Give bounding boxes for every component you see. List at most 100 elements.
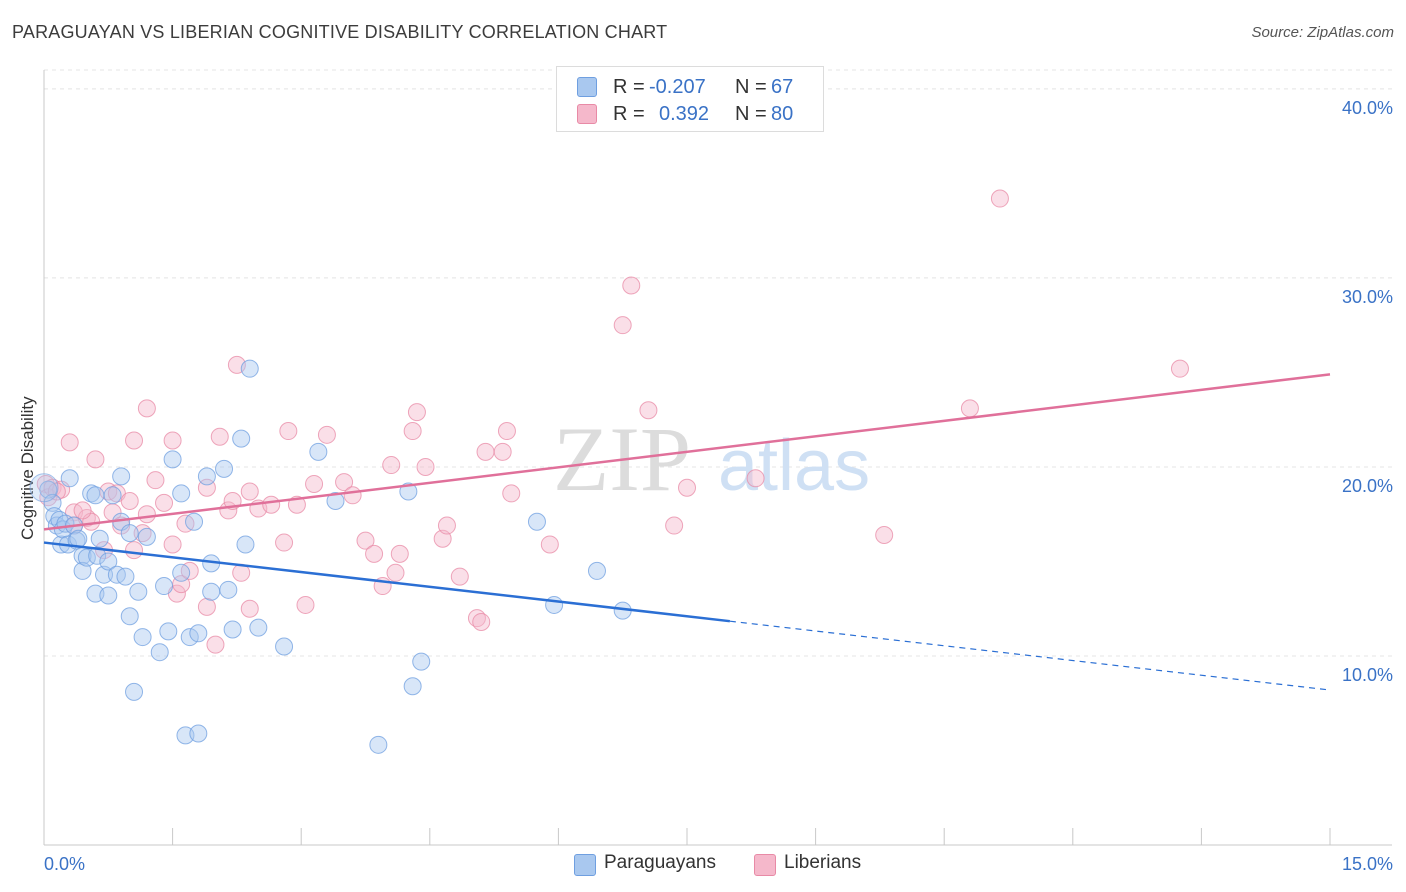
paraguayan-point <box>150 643 169 662</box>
paraguayan-point <box>163 450 182 469</box>
legend-swatch-pink <box>577 104 597 124</box>
y-tick-label: 30.0% <box>1342 287 1393 307</box>
paraguayan-point <box>99 586 118 605</box>
paraguayan-point <box>116 567 135 586</box>
liberian-point <box>386 563 405 582</box>
liberian-point <box>990 189 1009 208</box>
liberian-point <box>472 612 491 631</box>
liberian-point <box>502 484 521 503</box>
liberian-point <box>343 486 362 505</box>
chart-title: PARAGUAYAN VS LIBERIAN COGNITIVE DISABIL… <box>12 22 668 42</box>
liberian-point <box>407 403 426 422</box>
legend-r-value: 0.392 <box>659 103 710 125</box>
paraguayan-point <box>129 582 148 601</box>
paraguayan-point <box>43 493 62 512</box>
liberian-point <box>296 595 315 614</box>
paraguayan-point <box>172 484 191 503</box>
legend-swatch-pink <box>754 854 776 876</box>
paraguayan-point <box>86 486 105 505</box>
liberian-point <box>155 493 174 512</box>
liberian-point <box>365 544 384 563</box>
liberian-point <box>497 422 516 441</box>
paraguayan-point <box>236 535 255 554</box>
liberian-point <box>163 431 182 450</box>
liberian-point <box>746 469 765 488</box>
legend-r-label: R = <box>613 103 645 125</box>
legend-swatch-blue <box>574 854 596 876</box>
paraguayan-point <box>202 582 221 601</box>
y-tick-label: 20.0% <box>1342 476 1393 496</box>
paraguayan-point <box>326 491 345 510</box>
paraguayan-point <box>125 682 144 701</box>
liberian-point <box>540 535 559 554</box>
legend-swatch-blue <box>577 77 597 97</box>
y-tick-label: 40.0% <box>1342 98 1393 118</box>
paraguayan-point <box>29 473 59 503</box>
liberian-point <box>875 526 894 544</box>
liberian-point <box>1170 359 1189 378</box>
x-tick-label: 0.0% <box>44 854 85 874</box>
liberian-point <box>73 501 92 520</box>
liberian-point <box>416 457 435 476</box>
liberian-point <box>60 433 79 452</box>
liberian-point <box>639 401 658 420</box>
paraguayan-point <box>223 620 242 639</box>
legend-n-value: 80 <box>771 103 794 125</box>
paraguayan-point <box>103 486 122 505</box>
trend-lines <box>43 373 1331 691</box>
liberian-point <box>476 442 495 461</box>
paraguayan-point <box>545 595 564 614</box>
liberian-point <box>240 599 259 618</box>
paraguayan-point <box>527 512 546 531</box>
liberian-point <box>437 516 456 535</box>
paraguayan-point <box>369 735 388 754</box>
paraguayan-point <box>189 724 208 743</box>
liberian-point <box>197 597 216 616</box>
liberian-point <box>305 474 324 493</box>
paraguayan-point <box>172 563 191 582</box>
paraguayan-point <box>120 607 139 626</box>
correlation-legend: R = -0.207 N = 67 R = 0.392 N = 80 <box>556 66 824 132</box>
liberian-point <box>317 425 336 444</box>
paraguayan-point <box>219 580 238 599</box>
paraguayan-point <box>185 512 204 531</box>
liberian-point <box>137 505 156 524</box>
legend-r-label: R = <box>613 76 645 98</box>
paraguayan-point <box>309 442 328 461</box>
liberian-point <box>86 450 105 469</box>
liberian-point <box>613 316 632 335</box>
paraguayan-point <box>412 652 431 671</box>
liberian-point <box>120 491 139 510</box>
legend-label: Paraguayans <box>604 852 716 873</box>
liberian-point <box>678 478 696 497</box>
liberian-point <box>390 544 409 563</box>
paraguayan-point <box>133 628 152 647</box>
legend-n-label: N = <box>735 76 767 98</box>
legend-n-value: 67 <box>771 76 794 98</box>
liberian-point <box>622 276 641 295</box>
paraguayan-point <box>240 359 259 378</box>
paraguayan-point <box>90 529 109 548</box>
legend-n-label: N = <box>735 103 767 125</box>
paraguayan-point <box>137 527 156 546</box>
liberian-point <box>960 399 979 418</box>
paraguayan-trend-extension <box>729 620 1331 691</box>
liberian-point <box>450 567 469 586</box>
liberian-point <box>125 541 144 560</box>
source-label: Source: ZipAtlas.com <box>1251 24 1394 41</box>
liberian-point <box>493 442 512 461</box>
liberian-point <box>665 516 684 535</box>
paraguayan-point <box>180 628 199 647</box>
liberian-point <box>382 456 401 475</box>
liberian-point <box>262 495 281 514</box>
paraguayan-point <box>215 459 234 478</box>
liberian-point <box>210 427 229 446</box>
liberian-point <box>240 482 259 501</box>
paraguayan-point <box>275 637 294 656</box>
liberian-point <box>163 535 182 554</box>
paraguayan-point <box>112 467 131 486</box>
liberian-point <box>356 531 375 550</box>
liberian-point <box>403 422 422 441</box>
paraguayan-point <box>159 622 178 641</box>
